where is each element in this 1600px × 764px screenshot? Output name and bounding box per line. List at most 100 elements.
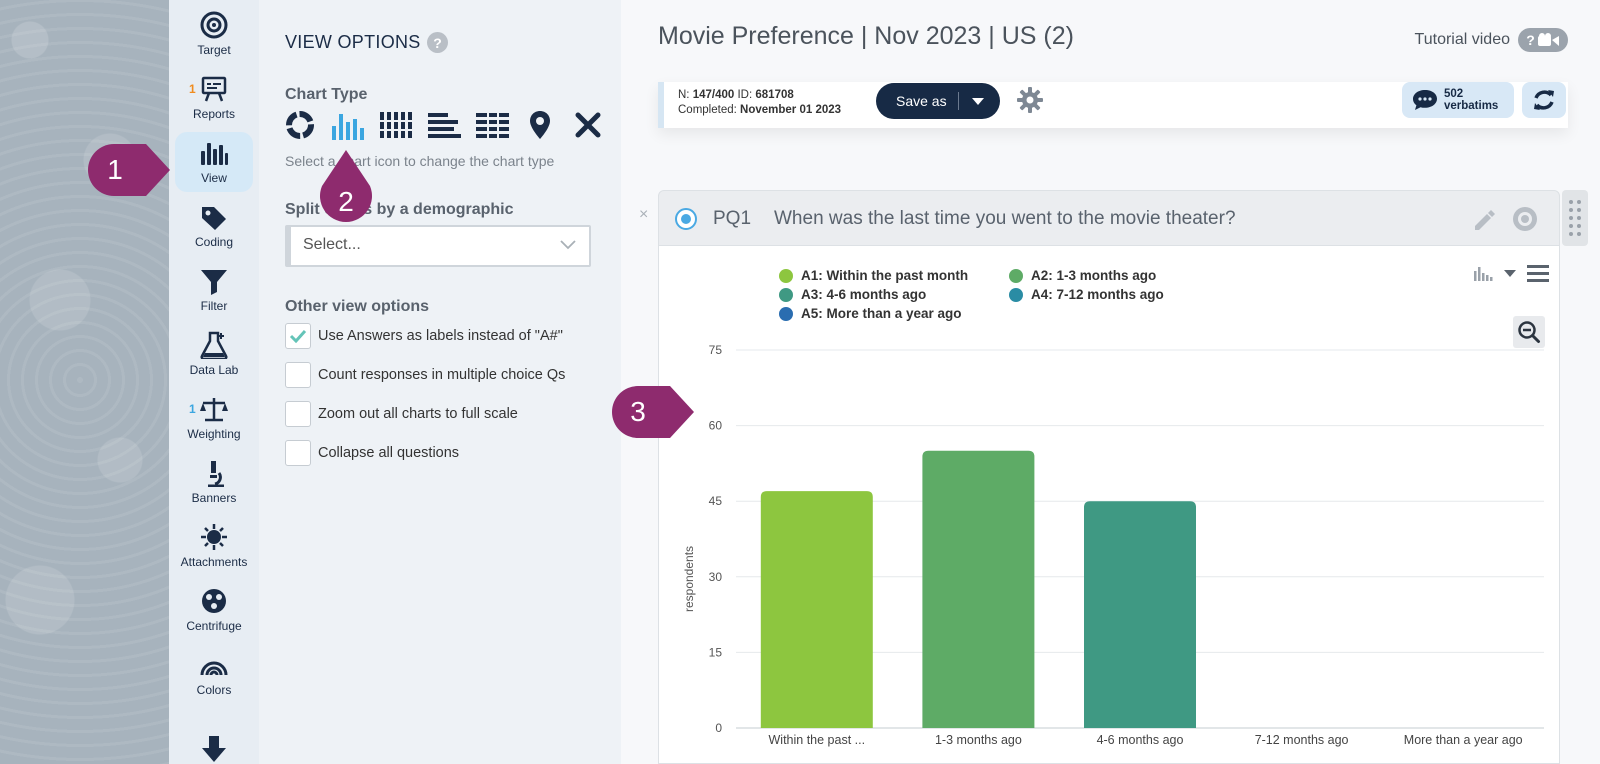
question-id: PQ1: [713, 208, 752, 229]
pencil-icon[interactable]: [1471, 207, 1497, 238]
map-pin-icon[interactable]: [523, 108, 557, 142]
callout-marker-1: 1: [88, 144, 170, 196]
bar: [760, 491, 873, 728]
y-tick-label: 60: [709, 419, 723, 433]
view-option-checkbox-row[interactable]: Zoom out all charts to full scale: [285, 401, 518, 427]
video-camera-icon: ?: [1518, 28, 1568, 52]
view-option-checkbox-row[interactable]: Use Answers as labels instead of "A#": [285, 323, 563, 349]
gear-icon[interactable]: [1016, 86, 1044, 119]
n-value: 147/400: [692, 89, 735, 101]
page-title: Movie Preference | Nov 2023 | US (2): [658, 22, 1074, 50]
checkbox[interactable]: [285, 362, 311, 388]
legend-item[interactable]: A2: 1-3 months ago: [1009, 268, 1156, 283]
donut-chart-icon[interactable]: [283, 108, 317, 142]
n-label: N:: [678, 89, 690, 101]
sidebar-item-coding[interactable]: Coding: [175, 196, 253, 256]
callout-3-number: 3: [630, 396, 646, 427]
id-label: ID:: [737, 89, 753, 101]
chart-type-toggle-icon[interactable]: [1473, 265, 1493, 281]
scroll-down-arrow-icon[interactable]: [201, 736, 227, 764]
checkbox[interactable]: [285, 323, 311, 349]
verbatims-button[interactable]: 502 verbatims: [1402, 82, 1514, 118]
legend-item[interactable]: A5: More than a year ago: [779, 306, 962, 321]
question-select-radio[interactable]: [675, 208, 697, 230]
bar: [922, 450, 1035, 728]
x-tick-label: Within the past ...: [769, 733, 866, 747]
callout-2-number: 2: [338, 186, 354, 217]
survey-info-bar: N: 147/400 ID: 681708 Completed: Novembe…: [658, 82, 1568, 128]
drag-handle[interactable]: [1562, 190, 1588, 246]
sidebar-item-reports[interactable]: Reports 1: [175, 68, 253, 128]
microscope-icon: [208, 461, 224, 487]
legend-item[interactable]: A1: Within the past month: [779, 268, 968, 283]
x-tick-label: 1-3 months ago: [935, 733, 1022, 747]
centrifuge-question-icon[interactable]: [1511, 205, 1539, 238]
stacked-horizontal-bar-chart-icon[interactable]: [475, 108, 509, 142]
chart-tools: [1473, 264, 1549, 282]
speech-bubble-icon: [1413, 90, 1437, 110]
view-option-checkbox-row[interactable]: Count responses in multiple choice Qs: [285, 362, 565, 388]
sidebar-item-view[interactable]: View: [175, 132, 253, 192]
caret-down-icon[interactable]: [1503, 268, 1517, 278]
checkbox[interactable]: [285, 401, 311, 427]
legend-label: A2: 1-3 months ago: [1031, 268, 1157, 283]
save-as-button[interactable]: Save as: [876, 83, 1000, 119]
sidebar-item-data-lab[interactable]: Data Lab: [175, 324, 253, 384]
sidebar-item-colors[interactable]: Colors: [175, 644, 253, 704]
tutorial-video-link[interactable]: Tutorial video ?: [1415, 28, 1568, 52]
hamburger-menu-icon[interactable]: [1527, 264, 1549, 282]
sidebar-item-label: Filter: [200, 299, 228, 313]
scale-icon: [200, 398, 228, 422]
sidebar-item-weighting[interactable]: Weighting 1: [175, 388, 253, 448]
clear-chart-icon[interactable]: [571, 108, 605, 142]
checkbox[interactable]: [285, 440, 311, 466]
legend-dot: [779, 306, 793, 321]
sidebar-item-badge: 1: [189, 402, 196, 416]
view-options-title: VIEW OPTIONS: [285, 32, 421, 52]
sidebar-item-banners[interactable]: Banners: [175, 452, 253, 512]
target-icon: [200, 11, 228, 39]
checkbox-label: Use Answers as labels instead of "A#": [318, 328, 563, 344]
y-axis-label: respondents: [682, 546, 696, 612]
chart-type-icons: [283, 108, 605, 142]
legend-label: A5: More than a year ago: [801, 306, 962, 321]
decorative-background: [0, 0, 169, 764]
sidebar-item-label: Target: [197, 43, 231, 57]
sidebar-item-label: Colors: [196, 683, 232, 697]
checkbox-label: Count responses in multiple choice Qs: [318, 367, 566, 383]
close-question-icon[interactable]: ×: [639, 206, 649, 223]
sidebar-item-label: Centrifuge: [186, 619, 242, 633]
sidebar-item-label: View: [201, 171, 227, 185]
stacked-bar-chart-icon[interactable]: [379, 108, 413, 142]
help-icon[interactable]: ?: [427, 32, 448, 53]
chart-area: A1: Within the past month A2: 1-3 months …: [658, 246, 1560, 764]
sidebar-item-centrifuge[interactable]: Centrifuge: [175, 580, 253, 640]
sidebar-item-attachments[interactable]: Attachments: [175, 516, 253, 576]
caret-down-icon[interactable]: [971, 96, 985, 106]
sidebar-item-target[interactable]: Target: [175, 4, 253, 64]
legend-dot: [1009, 287, 1023, 302]
chart-type-title: Chart Type: [285, 86, 368, 103]
horizontal-bar-chart-icon[interactable]: [427, 108, 461, 142]
x-tick-label: 4-6 months ago: [1097, 733, 1184, 747]
sidebar-item-label: Reports: [192, 107, 236, 121]
filter-icon: [201, 270, 227, 295]
centrifuge-icon: [202, 589, 226, 613]
sidebar-nav: Target Reports 1 View Coding Filter Data Lab We…: [169, 0, 259, 764]
sidebar-item-filter[interactable]: Filter: [175, 260, 253, 320]
x-tick-label: More than a year ago: [1404, 733, 1523, 747]
bar: [1084, 501, 1196, 728]
refresh-button[interactable]: [1522, 82, 1566, 118]
zoom-out-button[interactable]: [1513, 316, 1545, 348]
view-option-checkbox-row[interactable]: Collapse all questions: [285, 440, 459, 466]
legend-item[interactable]: A3: 4-6 months ago: [779, 287, 926, 302]
legend-item[interactable]: A4: 7-12 months ago: [1009, 287, 1164, 302]
sidebar-item-label: Banners: [191, 491, 237, 505]
completed-label: Completed:: [678, 104, 737, 116]
legend-label: A1: Within the past month: [801, 268, 969, 283]
reports-icon: [201, 76, 227, 102]
demographic-select[interactable]: Select...: [285, 225, 591, 267]
vertical-bar-chart-icon[interactable]: [331, 108, 365, 142]
checkbox-label: Zoom out all charts to full scale: [318, 406, 518, 422]
sidebar-item-label: Weighting: [187, 427, 241, 441]
